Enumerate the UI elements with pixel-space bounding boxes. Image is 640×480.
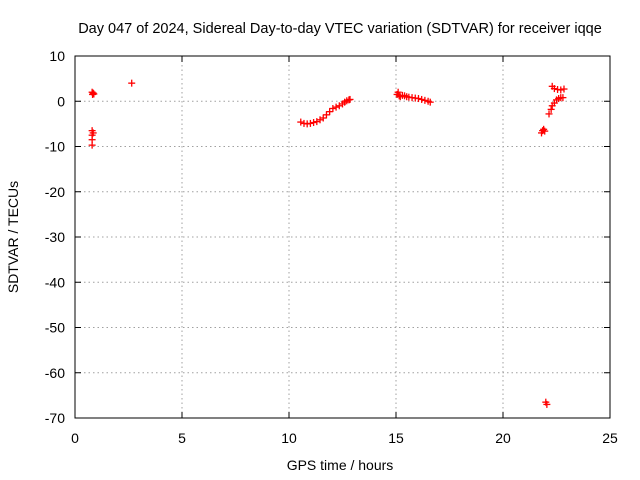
y-tick-label: -40 xyxy=(45,274,65,290)
data-point xyxy=(319,114,327,122)
x-tick-label: 5 xyxy=(178,430,186,446)
data-point xyxy=(543,400,551,408)
data-point xyxy=(426,98,434,106)
data-point xyxy=(421,96,429,104)
data-point xyxy=(550,85,558,93)
x-tick-label: 0 xyxy=(71,430,79,446)
y-tick-label: 10 xyxy=(49,48,65,64)
y-tick-label: -10 xyxy=(45,139,65,155)
x-tick-label: 20 xyxy=(495,430,511,446)
y-tick-label: -70 xyxy=(45,410,65,426)
plot-frame xyxy=(74,55,611,419)
data-point xyxy=(326,108,334,116)
data-points xyxy=(88,79,568,408)
data-point xyxy=(545,110,553,118)
y-axis-label: SDTVAR / TECUs xyxy=(5,181,21,293)
data-point xyxy=(310,119,318,127)
data-point xyxy=(322,111,330,119)
data-point xyxy=(547,105,555,113)
data-point xyxy=(90,90,98,98)
y-tick-label: -20 xyxy=(45,184,65,200)
x-tick-label: 15 xyxy=(388,430,404,446)
grid xyxy=(75,56,610,418)
y-tick-label: -50 xyxy=(45,320,65,336)
data-point xyxy=(418,95,426,103)
x-tick-label: 25 xyxy=(602,430,618,446)
axis-ticks: 0 5 10 15 20 25 10 0 -10 -20 -30 -40 -50 -60 -70 xyxy=(45,48,618,446)
y-tick-label: 0 xyxy=(57,93,65,109)
x-axis-label: GPS time / hours xyxy=(287,457,394,473)
data-point xyxy=(559,94,567,102)
data-point xyxy=(128,79,136,87)
x-tick-label: 10 xyxy=(281,430,297,446)
data-point xyxy=(560,85,568,93)
data-point xyxy=(541,127,549,135)
data-point xyxy=(306,119,314,127)
data-point xyxy=(89,129,97,137)
y-tick-label: -30 xyxy=(45,229,65,245)
data-point xyxy=(414,95,422,103)
data-point xyxy=(297,118,305,126)
data-point xyxy=(346,95,354,103)
data-point xyxy=(394,88,402,96)
data-point xyxy=(329,104,337,112)
chart-title: Day 047 of 2024, Sidereal Day-to-day VTE… xyxy=(78,21,602,37)
data-point xyxy=(88,141,96,149)
data-point xyxy=(557,86,565,94)
y-tick-label: -60 xyxy=(45,365,65,381)
data-point xyxy=(332,103,340,111)
